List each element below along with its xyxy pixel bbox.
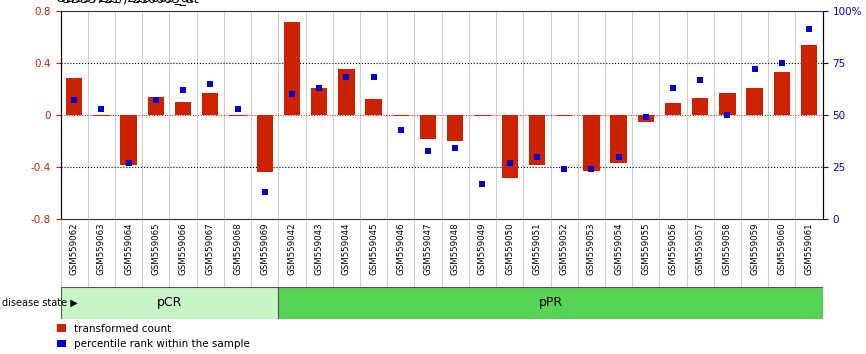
- Point: [68, 98, 81, 103]
- Text: GSM559054: GSM559054: [614, 223, 623, 275]
- Bar: [202, 93, 218, 115]
- Text: GSM559050: GSM559050: [505, 223, 514, 275]
- Bar: [665, 103, 682, 115]
- Bar: [420, 115, 436, 138]
- Point: [585, 166, 598, 172]
- Point: [258, 189, 272, 195]
- Point: [285, 91, 299, 97]
- Point: [747, 66, 761, 72]
- Text: GSM559061: GSM559061: [805, 223, 813, 275]
- Bar: [556, 115, 572, 116]
- Point: [694, 77, 708, 82]
- Bar: [61, 287, 278, 319]
- Bar: [611, 115, 627, 163]
- Point: [176, 87, 190, 93]
- Bar: [475, 115, 491, 116]
- Text: GSM559068: GSM559068: [233, 223, 242, 275]
- Text: GSM559051: GSM559051: [533, 223, 541, 275]
- Text: GSM559066: GSM559066: [178, 223, 188, 275]
- Bar: [175, 102, 191, 115]
- Point: [775, 60, 789, 66]
- Point: [721, 112, 734, 118]
- Bar: [311, 88, 327, 115]
- Bar: [801, 45, 818, 115]
- Text: GSM559052: GSM559052: [559, 223, 569, 275]
- Bar: [256, 115, 273, 172]
- Point: [149, 98, 163, 103]
- Point: [802, 27, 816, 32]
- Bar: [746, 88, 763, 115]
- Text: GSM559067: GSM559067: [206, 223, 215, 275]
- Point: [421, 148, 435, 153]
- Point: [204, 81, 217, 87]
- Text: GSM559046: GSM559046: [397, 223, 405, 275]
- Bar: [447, 115, 463, 141]
- Text: GSM559060: GSM559060: [778, 223, 786, 275]
- Text: GSM559047: GSM559047: [423, 223, 432, 275]
- Bar: [66, 79, 82, 115]
- Bar: [284, 22, 301, 115]
- Point: [475, 181, 489, 187]
- Point: [313, 85, 326, 91]
- Text: GDS3721 / 210603_at: GDS3721 / 210603_at: [61, 0, 198, 5]
- Bar: [692, 98, 708, 115]
- Legend: transformed count, percentile rank within the sample: transformed count, percentile rank withi…: [57, 324, 249, 349]
- Point: [230, 106, 244, 112]
- Point: [530, 154, 544, 160]
- Bar: [120, 115, 137, 165]
- Text: GSM559059: GSM559059: [750, 223, 759, 275]
- Bar: [339, 69, 354, 115]
- Text: GSM559058: GSM559058: [723, 223, 732, 275]
- Point: [122, 160, 136, 166]
- Text: GDS3721 / 210603_at: GDS3721 / 210603_at: [56, 0, 194, 4]
- Text: GSM559055: GSM559055: [642, 223, 650, 275]
- Text: GSM559048: GSM559048: [451, 223, 460, 275]
- Text: GSM559069: GSM559069: [261, 223, 269, 275]
- Point: [94, 106, 108, 112]
- Bar: [94, 115, 110, 116]
- Text: GSM559045: GSM559045: [369, 223, 378, 275]
- Text: pCR: pCR: [157, 296, 182, 309]
- Text: GSM559056: GSM559056: [669, 223, 677, 275]
- Text: GSM559064: GSM559064: [124, 223, 133, 275]
- Bar: [278, 287, 823, 319]
- Point: [366, 75, 380, 80]
- Text: GSM559065: GSM559065: [152, 223, 160, 275]
- Point: [611, 154, 625, 160]
- Bar: [583, 115, 599, 171]
- Bar: [529, 115, 545, 165]
- Point: [666, 85, 680, 91]
- Bar: [637, 115, 654, 121]
- Bar: [365, 99, 382, 115]
- Point: [394, 127, 408, 132]
- Text: GSM559062: GSM559062: [70, 223, 79, 275]
- Bar: [773, 72, 790, 115]
- Bar: [720, 93, 735, 115]
- Point: [449, 145, 462, 151]
- Bar: [392, 115, 409, 116]
- Bar: [501, 115, 518, 178]
- Text: disease state ▶: disease state ▶: [2, 298, 77, 308]
- Text: GSM559043: GSM559043: [314, 223, 324, 275]
- Point: [639, 114, 653, 120]
- Point: [503, 160, 517, 166]
- Text: GSM559053: GSM559053: [587, 223, 596, 275]
- Text: GSM559044: GSM559044: [342, 223, 351, 275]
- Point: [339, 75, 353, 80]
- Text: pPR: pPR: [539, 296, 563, 309]
- Point: [557, 166, 571, 172]
- Bar: [148, 97, 164, 115]
- Bar: [229, 115, 246, 116]
- Text: GSM559049: GSM559049: [478, 223, 487, 275]
- Text: GSM559057: GSM559057: [695, 223, 705, 275]
- Text: GSM559063: GSM559063: [97, 223, 106, 275]
- Text: GSM559042: GSM559042: [288, 223, 296, 275]
